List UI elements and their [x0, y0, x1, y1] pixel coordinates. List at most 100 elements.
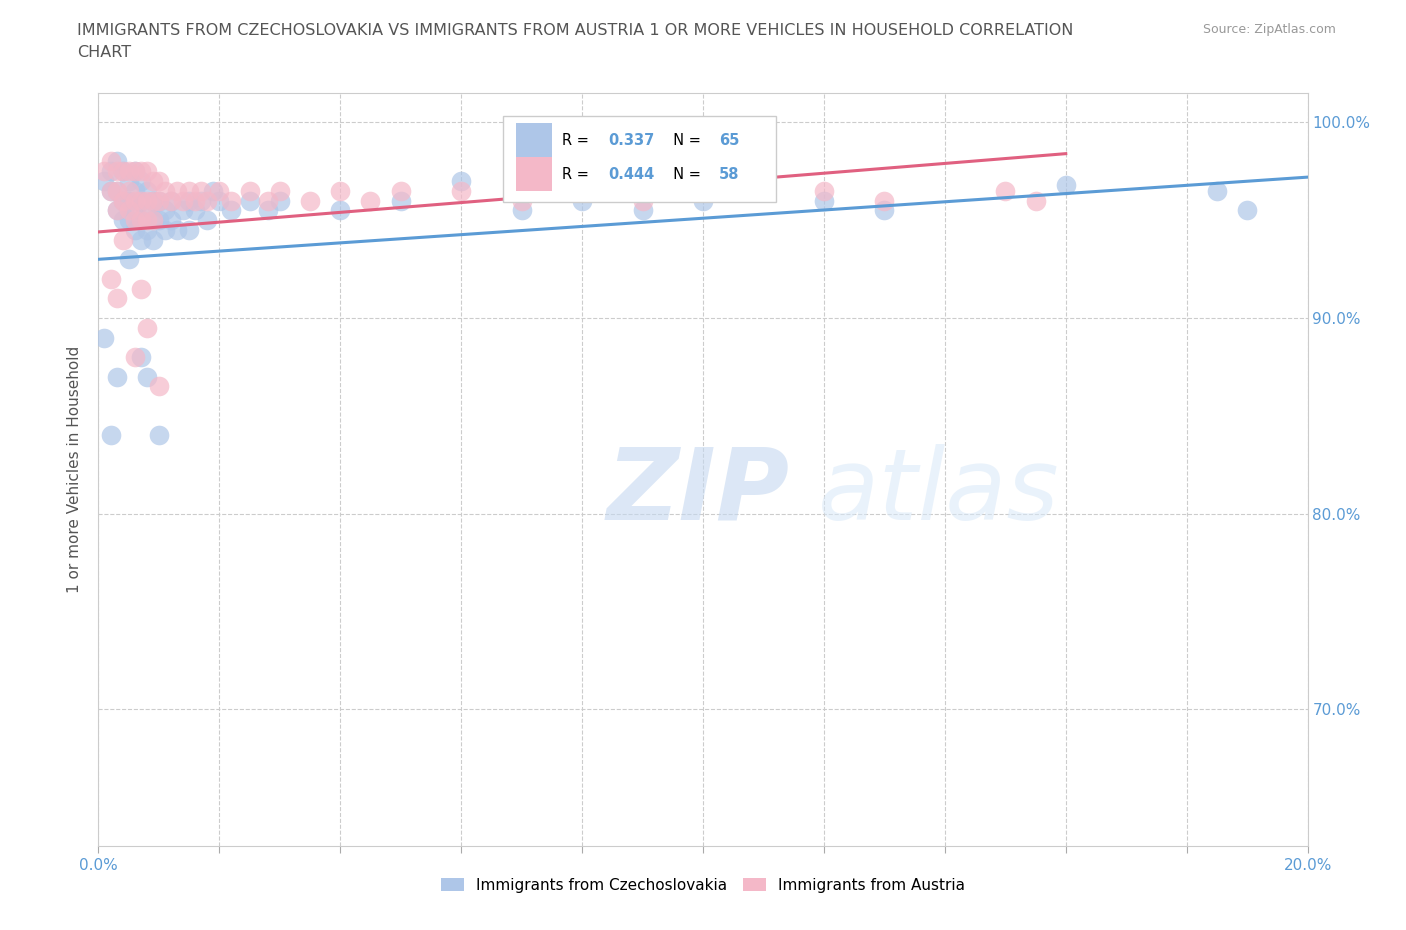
Point: [100, 183, 122, 198]
Point: [105, 183, 128, 198]
Point: [124, 183, 146, 198]
Point: [111, 193, 134, 208]
Point: [510, 193, 533, 208]
Point: [124, 350, 146, 365]
Point: [118, 193, 141, 208]
Point: [239, 193, 262, 208]
Point: [166, 222, 188, 237]
Point: [256, 193, 278, 208]
Point: [172, 193, 194, 208]
Point: [142, 174, 165, 189]
Point: [100, 428, 122, 443]
Point: [135, 183, 157, 198]
Point: [692, 183, 714, 198]
Point: [179, 183, 201, 198]
Point: [813, 183, 835, 198]
Point: [129, 174, 152, 189]
Text: 65: 65: [718, 133, 740, 148]
Point: [105, 291, 128, 306]
Point: [148, 428, 170, 443]
Point: [994, 183, 1017, 198]
Point: [329, 183, 352, 198]
Point: [105, 164, 128, 179]
Point: [142, 232, 165, 247]
Point: [184, 193, 207, 208]
Text: ZIP: ZIP: [606, 444, 789, 540]
Point: [153, 183, 176, 198]
Point: [631, 203, 654, 218]
Point: [269, 183, 291, 198]
Point: [129, 281, 152, 296]
Point: [752, 183, 775, 198]
Point: [124, 222, 146, 237]
Point: [135, 320, 157, 335]
Point: [1054, 178, 1077, 193]
Point: [100, 164, 122, 179]
Point: [124, 213, 146, 228]
Point: [571, 183, 593, 198]
Text: atlas: atlas: [818, 444, 1060, 540]
Point: [160, 193, 183, 208]
Point: [124, 193, 146, 208]
Bar: [516, 123, 551, 157]
Point: [510, 203, 533, 218]
Point: [135, 193, 157, 208]
Point: [195, 213, 218, 228]
Point: [269, 193, 291, 208]
Point: [129, 164, 152, 179]
Text: 0.444: 0.444: [609, 166, 655, 182]
Point: [135, 222, 157, 237]
Point: [105, 369, 128, 384]
Point: [202, 183, 225, 198]
Bar: [516, 157, 551, 191]
Point: [208, 183, 231, 198]
Point: [142, 213, 165, 228]
Point: [873, 193, 896, 208]
Point: [142, 213, 165, 228]
Point: [179, 222, 201, 237]
Point: [631, 193, 654, 208]
Point: [148, 193, 170, 208]
Point: [179, 193, 201, 208]
Point: [813, 193, 835, 208]
Text: R =: R =: [561, 133, 593, 148]
Bar: [503, 115, 776, 202]
Point: [135, 164, 157, 179]
Point: [142, 193, 165, 208]
Point: [571, 193, 593, 208]
Point: [166, 183, 188, 198]
Point: [1206, 183, 1229, 198]
Point: [239, 183, 262, 198]
Text: N =: N =: [664, 133, 706, 148]
Point: [135, 369, 157, 384]
Text: CHART: CHART: [77, 45, 131, 60]
Text: 58: 58: [718, 166, 740, 182]
Point: [105, 203, 128, 218]
Point: [105, 154, 128, 169]
Point: [360, 193, 382, 208]
Point: [129, 213, 152, 228]
Point: [111, 164, 134, 179]
Point: [118, 183, 141, 198]
Point: [172, 203, 194, 218]
Point: [124, 203, 146, 218]
Point: [256, 203, 278, 218]
Point: [160, 213, 183, 228]
Point: [148, 193, 170, 208]
Point: [118, 252, 141, 267]
Point: [153, 222, 176, 237]
Point: [208, 193, 231, 208]
Point: [299, 193, 322, 208]
Point: [153, 203, 176, 218]
Point: [221, 203, 243, 218]
Point: [105, 203, 128, 218]
Point: [1024, 193, 1046, 208]
Point: [450, 174, 472, 189]
Point: [389, 193, 412, 208]
Point: [111, 193, 134, 208]
Point: [329, 203, 352, 218]
Point: [100, 154, 122, 169]
Point: [118, 203, 141, 218]
Text: 0.337: 0.337: [609, 133, 655, 148]
Point: [118, 164, 141, 179]
